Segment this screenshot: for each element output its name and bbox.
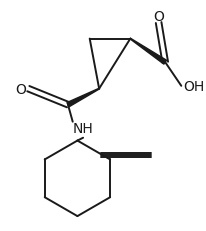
Text: OH: OH xyxy=(183,79,204,93)
Text: O: O xyxy=(16,82,26,96)
Text: O: O xyxy=(153,9,164,23)
Polygon shape xyxy=(130,39,167,65)
Text: NH: NH xyxy=(73,122,94,136)
Polygon shape xyxy=(67,89,99,107)
